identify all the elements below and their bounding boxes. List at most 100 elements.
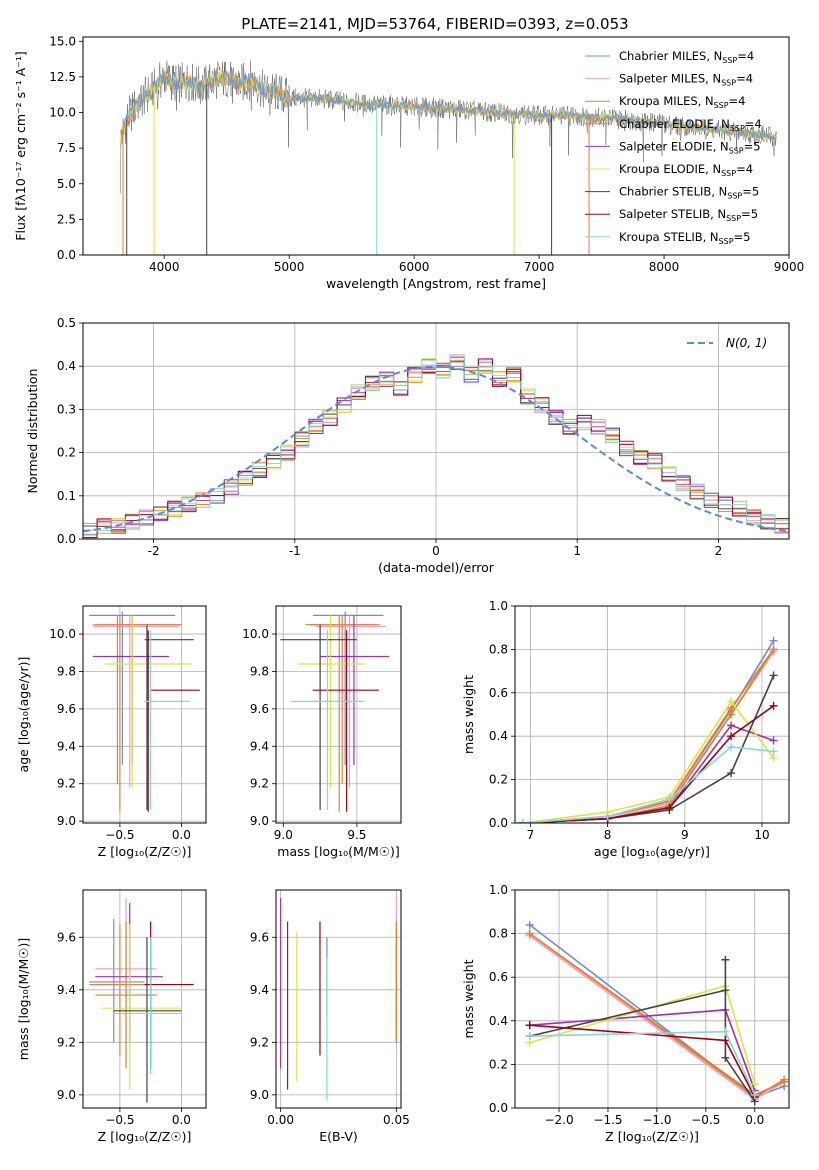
weight-point-selo [769,736,778,745]
x-tick-label: 1 [573,544,581,558]
y-tick-label: 9.6 [250,930,269,944]
y-tick-label: 1.0 [489,883,508,897]
weight-point-kste [727,743,736,752]
panel-mass-vs-ebv: 0.00 0.05 9.0 9.2 9.4 9.6 E(B-V) [250,889,410,1144]
y-tick-label: 9.4 [250,983,269,997]
x-tick-label: 7 [527,828,535,842]
plot-area [83,354,789,539]
legend-label-cste: Chabrier STELIB, NSSP=5 [619,185,759,201]
axes-frame [514,605,790,824]
y-tick-label: 0.5 [57,316,76,330]
normal-curve [83,365,789,533]
x-axis-label: mass [log₁₀(M/M☉)] [277,844,399,859]
y-tick-label: 9.4 [57,983,76,997]
x-tick-label: 0.00 [267,1113,294,1127]
legend: Chabrier MILES, NSSP=4 Salpeter MILES, NS… [585,49,762,246]
x-axis-label: wavelength [Angstrom, rest frame] [326,276,546,291]
weight-point-kste [518,819,527,823]
weight-point-kste [769,747,778,756]
zweight-point-kste [750,1090,759,1099]
weight-line-cste [522,675,775,823]
legend-label-selo: Salpeter ELODIE, NSSP=5 [619,139,761,155]
weight-point-kelo [727,697,736,706]
zweight-point-cste [721,955,730,964]
panel-mass-weight-vs-age: 7 8 9 10 0.0 0.2 0.4 0.6 0.8 1.0 age [log₁₀(age/yr… [461,599,790,859]
panels: 4000 5000 6000 7000 8000 90000.02.55.07.510.0… [13,34,804,1144]
y-tick-label: 0.4 [489,729,508,743]
y-tick-label: 9.8 [57,664,76,678]
x-tick-label: 0.0 [172,828,191,842]
weight-point-sste [665,803,674,812]
y-tick-label: 0.0 [57,532,76,546]
plot-area [89,611,200,812]
panel-residuals: -2 -1 0 1 2 0.0 0.1 0.2 0.3 0.4 0.5 (data-model)/er… [25,316,790,575]
y-tick-label: 9.0 [250,814,269,828]
plot-area [120,60,777,255]
zweight-point-cste [721,986,730,995]
axes-frame [82,36,790,256]
x-tick-label: 0.0 [172,1113,191,1127]
x-tick-label: 9.0 [274,828,293,842]
y-axis-label: age [log₁₀(age/yr)] [16,657,31,773]
axes-frame [275,605,402,824]
y-tick-label: 1.0 [489,599,508,613]
x-tick-label: −0.5 [105,828,134,842]
y-tick-label: 0.0 [489,816,508,830]
plot-area [525,920,789,1106]
y-tick-label: 9.0 [57,1088,76,1102]
panel-age-vs-z: −0.5 0.0 9.0 9.2 9.4 9.6 9.8 10.0 Z [log₁₀(Z/Z☉)… [16,605,207,859]
y-axis-label: Flux [fλ10⁻¹⁷ erg cm⁻² s⁻¹ A⁻¹] [13,51,28,240]
zweight-point-cste [721,1053,730,1062]
y-tick-label: 5.0 [57,177,76,191]
axes-frame [82,889,207,1109]
x-tick-label: 9 [681,828,689,842]
zweight-point-kste [721,1027,730,1036]
y-tick-label: 9.8 [250,664,269,678]
x-tick-label: 7000 [524,260,555,274]
weight-point-cste [769,671,778,680]
y-axis-label: mass weight [461,959,476,1038]
zweight-point-cmil [525,920,534,929]
y-tick-label: 0.4 [57,359,76,373]
spectrum-line-cmil [120,70,777,148]
x-tick-label: 8000 [649,260,680,274]
y-tick-label: 0.0 [57,248,76,262]
weight-point-kste [603,812,612,821]
weight-line-smil [522,651,775,823]
x-tick-label: −0.5 [691,1113,720,1127]
y-tick-label: 9.0 [57,814,76,828]
x-tick-label: -1 [289,544,301,558]
y-axis-label: mass weight [461,675,476,754]
y-tick-label: 10.0 [49,627,76,641]
x-tick-label: -2 [148,544,160,558]
y-tick-label: 9.0 [250,1088,269,1102]
figure-title: PLATE=2141, MJD=53764, FIBERID=0393, z=0… [241,15,628,33]
zweight-line-selo [529,1009,756,1091]
axes-frame [275,889,402,1109]
x-axis-label: E(B-V) [319,1129,358,1144]
zweight-point-celo [780,1075,789,1084]
y-tick-label: 9.6 [57,702,76,716]
x-axis-label: Z [log₁₀(Z/Z☉)] [98,844,192,859]
y-tick-label: 0.6 [489,970,508,984]
zweight-point-sste [721,1036,730,1045]
y-tick-label: 0.0 [489,1101,508,1115]
x-tick-label: 0.05 [383,1113,410,1127]
legend-label-kmil: Kroupa MILES, NSSP=4 [619,94,745,110]
panel-age-vs-mass: 9.0 9.5 9.0 9.2 9.4 9.6 9.8 10.0 mass [log₁₀(M/M… [242,605,402,859]
x-tick-label: 10 [754,828,769,842]
weight-point-cmil [769,636,778,645]
legend-label-cmil: Chabrier MILES, NSSP=4 [619,49,754,65]
axes-frame [82,605,207,824]
x-tick-label: 0.0 [745,1113,764,1127]
y-tick-label: 9.6 [57,930,76,944]
plot-area [89,897,194,1103]
y-tick-label: 0.8 [489,927,508,941]
y-tick-label: 9.2 [250,1035,269,1049]
x-tick-label: −1.0 [642,1113,671,1127]
weight-point-celo [769,645,778,654]
legend-label-sste: Salpeter STELIB, NSSP=5 [619,207,758,223]
zweight-point-kste [525,1032,534,1041]
hist-kste [83,354,789,533]
